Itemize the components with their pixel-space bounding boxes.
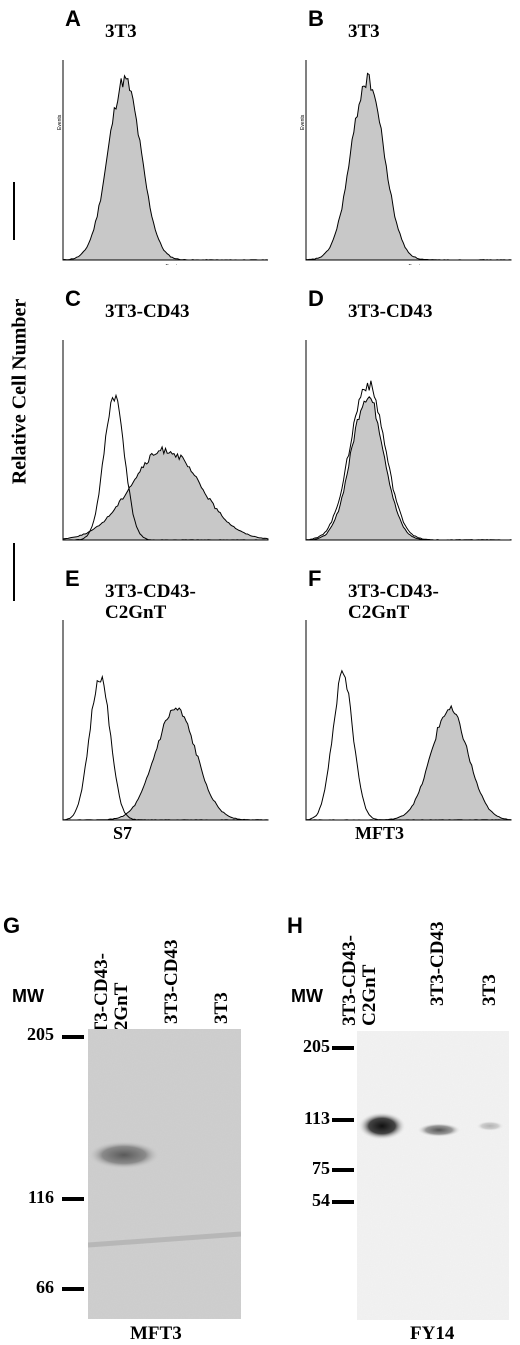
scale-bar-lower — [13, 543, 15, 601]
histogram-open-series — [62, 674, 269, 821]
mw-label-g-116: 116 — [27, 1187, 54, 1207]
histogram-open-series — [305, 380, 511, 541]
histogram-panel-a: A 3T3 Events Empty — [55, 0, 270, 265]
panel-letter-e: E — [65, 566, 80, 591]
histogram-filled-series — [305, 396, 512, 541]
lane-label-h-2: 3T3-CD43 — [427, 921, 449, 1006]
mw-tick-g-116 — [62, 1197, 84, 1201]
histogram-plot-c — [62, 340, 269, 541]
blot-caption-g: MFT3 — [130, 1323, 182, 1344]
panel-letter-b: B — [308, 6, 324, 31]
histogram-axes — [305, 340, 511, 541]
panel-letter-a: A — [65, 6, 81, 31]
histogram-plot-d — [305, 340, 512, 541]
histogram-plot-b: Events Empty — [300, 60, 512, 265]
mw-label-h-113: 113 — [303, 1108, 330, 1128]
band-h-lane2 — [417, 1123, 461, 1137]
panel-title-e: 3T3-CD43- C2GnT — [105, 581, 196, 623]
mw-label-h-54: 54 — [312, 1190, 330, 1210]
panel-letter-f: F — [308, 566, 322, 591]
histogram-plot-a: Events Empty — [57, 60, 269, 265]
lane-label-g-3: 3T3 — [211, 992, 233, 1024]
tiny-events-label: Events — [57, 114, 63, 130]
mw-tick-h-205 — [332, 1046, 354, 1050]
blot-image-h — [357, 1031, 509, 1320]
lane-label-h-3: 3T3 — [479, 974, 501, 1006]
histogram-filled-series — [306, 704, 512, 821]
blot-image-g — [88, 1029, 241, 1319]
mw-label-g-66: 66 — [36, 1277, 54, 1297]
histogram-filled-series — [62, 707, 269, 821]
histogram-open-series — [62, 393, 268, 541]
x-axis-label-s7: S7 — [113, 823, 133, 843]
band-h-lane3 — [476, 1121, 504, 1131]
histogram-panel-f: F 3T3-CD43- C2GnT — [298, 560, 513, 825]
mw-tick-h-113 — [332, 1118, 354, 1122]
band-g-lane1 — [88, 1141, 160, 1169]
mw-tick-g-66 — [62, 1287, 84, 1291]
x-axis-label-mft3: MFT3 — [355, 823, 404, 843]
mw-header-g: MW — [12, 986, 44, 1006]
mw-tick-h-54 — [332, 1200, 354, 1204]
mw-label-h-205: 205 — [303, 1036, 330, 1056]
y-axis-label: Relative Cell Number — [8, 298, 31, 485]
mw-header-h: MW — [291, 986, 323, 1006]
panel-letter-d: D — [308, 286, 324, 311]
mw-label-h-75: 75 — [312, 1158, 330, 1178]
panel-letter-g: G — [3, 913, 21, 938]
panel-letter-c: C — [65, 286, 81, 311]
histogram-plot-f — [305, 620, 512, 821]
mw-label-g-205: 205 — [27, 1024, 54, 1044]
band-h-lane1 — [358, 1112, 406, 1140]
histogram-plot-e — [62, 620, 269, 821]
panel-title-d: 3T3-CD43 — [348, 301, 433, 322]
mw-tick-g-205 — [62, 1035, 84, 1039]
histogram-filled-series — [305, 72, 512, 261]
mw-tick-h-75 — [332, 1168, 354, 1172]
smear-g — [88, 1231, 241, 1248]
histogram-filled-series — [62, 74, 269, 261]
histogram-panel-d: D 3T3-CD43 — [298, 280, 513, 545]
panel-letter-h: H — [287, 913, 303, 938]
histogram-panel-e: E 3T3-CD43- C2GnT — [55, 560, 270, 825]
panel-title-c: 3T3-CD43 — [105, 301, 190, 322]
panel-title-b: 3T3 — [348, 21, 380, 42]
histogram-panel-c: C 3T3-CD43 — [55, 280, 270, 545]
tiny-empty-label: Empty — [166, 264, 181, 265]
histogram-panel-b: B 3T3 Events Empty — [298, 0, 513, 265]
histogram-filled-series — [62, 445, 269, 541]
panel-title-a: 3T3 — [105, 21, 137, 42]
blot-caption-h: FY14 — [410, 1323, 455, 1344]
lane-label-g-2: 3T3-CD43 — [161, 939, 183, 1024]
lane-label-h-1: 3T3-CD43- C2GnT — [339, 935, 381, 1026]
panel-title-f: 3T3-CD43- C2GnT — [348, 581, 439, 623]
scale-bar-upper — [13, 182, 15, 240]
tiny-empty-label: Empty — [409, 264, 424, 265]
tiny-events-label: Events — [300, 114, 306, 130]
histogram-open-series — [305, 669, 512, 821]
histogram-axes — [305, 620, 511, 821]
